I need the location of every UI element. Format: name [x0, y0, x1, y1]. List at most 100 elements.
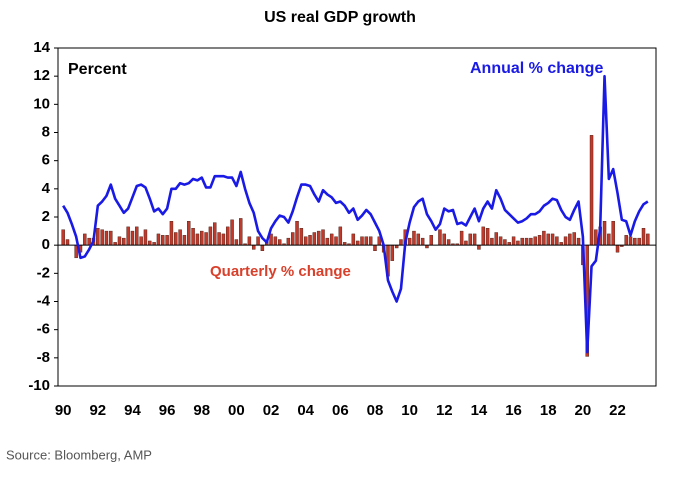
bar	[516, 240, 520, 246]
bar	[87, 237, 91, 246]
bar	[611, 221, 615, 246]
x-tick-label: 10	[401, 402, 418, 419]
line	[62, 74, 649, 354]
bar	[321, 229, 325, 246]
bar	[139, 236, 143, 246]
bar	[477, 244, 481, 250]
x-tick-label: 22	[609, 402, 626, 419]
bar	[485, 228, 490, 246]
bar	[637, 237, 641, 246]
y-tick-label: 14	[33, 39, 50, 56]
bar	[360, 236, 364, 246]
bar	[217, 232, 221, 246]
bar	[109, 230, 113, 246]
bar	[576, 237, 581, 246]
bar	[607, 233, 611, 246]
bar	[247, 236, 252, 246]
bar	[187, 221, 191, 246]
bar	[472, 233, 477, 246]
bar	[412, 230, 416, 246]
bar	[416, 233, 421, 246]
bar	[407, 237, 412, 246]
bar	[481, 226, 485, 246]
bar	[161, 235, 165, 246]
bar	[308, 235, 312, 246]
bar	[442, 233, 446, 246]
bar	[312, 232, 317, 246]
bar	[537, 235, 542, 246]
x-tick-label: 16	[505, 402, 522, 419]
bar	[182, 235, 187, 246]
bar	[239, 218, 243, 246]
bar	[503, 239, 507, 246]
bar	[568, 233, 572, 246]
bar	[252, 244, 256, 250]
bar	[602, 221, 607, 246]
bar	[316, 230, 321, 246]
bar	[334, 236, 338, 246]
bar	[165, 235, 169, 246]
x-tick-label: 14	[471, 402, 488, 419]
bar	[83, 233, 87, 246]
bar	[208, 226, 213, 246]
bar	[277, 239, 282, 246]
bar	[338, 226, 343, 246]
bar	[446, 239, 451, 246]
x-tick-label: 18	[540, 402, 557, 419]
x-tick-label: 12	[436, 402, 453, 419]
y-tick-label: -10	[28, 377, 50, 394]
bar	[96, 228, 100, 246]
bar	[546, 233, 550, 246]
bar	[256, 236, 260, 246]
y-tick-label: 0	[42, 236, 50, 253]
bar	[230, 219, 234, 246]
bar	[368, 236, 373, 246]
x-tick-label: 98	[193, 402, 210, 419]
bar	[200, 230, 204, 246]
bar	[533, 236, 537, 246]
bar	[329, 233, 334, 246]
bar	[355, 240, 360, 246]
bar	[143, 229, 148, 246]
bar	[204, 232, 208, 246]
bar	[195, 233, 200, 246]
y-axis-label: Percent	[68, 61, 127, 78]
bar	[438, 229, 442, 246]
bar	[615, 244, 620, 253]
bar	[148, 240, 152, 246]
bar	[273, 236, 278, 246]
bar	[117, 236, 122, 246]
bar	[156, 233, 161, 246]
bar	[290, 232, 295, 246]
bar	[364, 236, 369, 246]
y-tick-label: -2	[37, 264, 50, 281]
bar	[633, 237, 637, 246]
y-tick-label: 2	[42, 208, 50, 225]
x-tick-label: 92	[89, 402, 106, 419]
bar	[65, 239, 70, 246]
x-tick-label: 94	[124, 402, 141, 419]
x-tick-label: 04	[297, 402, 314, 419]
bar	[169, 221, 174, 246]
bar	[122, 237, 126, 246]
bar	[399, 239, 403, 246]
bar	[234, 239, 239, 246]
source-note: Source: Bloomberg, AMP	[6, 447, 152, 462]
bar	[178, 229, 182, 246]
x-tick-label: 00	[228, 402, 245, 419]
bar-annotation: Quarterly % change	[210, 263, 351, 280]
bar	[325, 237, 330, 246]
y-tick-label: 4	[42, 180, 51, 197]
bar	[511, 236, 516, 246]
bar	[191, 228, 195, 246]
bar	[260, 244, 265, 252]
line-annotation: Annual % change	[470, 60, 603, 77]
bar	[641, 228, 646, 246]
bar	[61, 229, 65, 246]
bar	[420, 237, 425, 246]
bar	[174, 232, 178, 246]
bar	[295, 221, 299, 246]
x-tick-label: 02	[263, 402, 280, 419]
bar	[459, 230, 464, 246]
